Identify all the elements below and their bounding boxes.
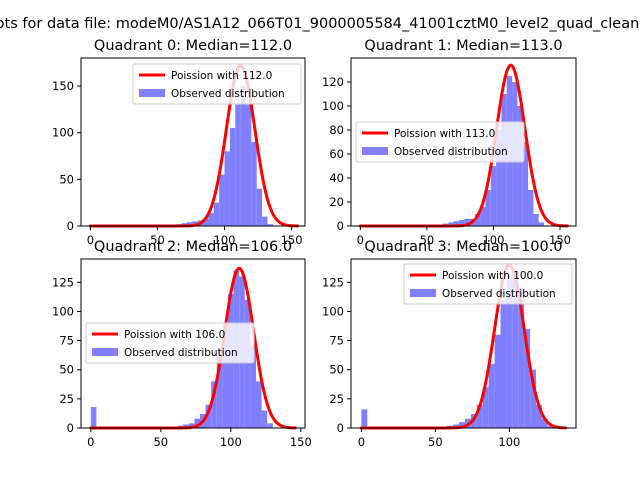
legend-hist-label: Observed distribution bbox=[394, 146, 508, 158]
hist-bar bbox=[251, 142, 256, 226]
y-tick-label: 0 bbox=[67, 219, 74, 233]
hist-bar bbox=[246, 105, 251, 226]
hist-bar bbox=[361, 409, 367, 428]
legend: Poission with 106.0 Observed distribution bbox=[86, 323, 254, 363]
x-tick-label: 100 bbox=[498, 435, 520, 449]
y-tick-label: 100 bbox=[322, 304, 344, 318]
legend-curve-label: Poission with 112.0 bbox=[171, 70, 272, 82]
legend-curve-label: Poission with 113.0 bbox=[394, 128, 495, 140]
hist-bar bbox=[225, 151, 230, 226]
hist-bar bbox=[489, 364, 495, 428]
hist-bar bbox=[230, 128, 235, 226]
legend-hist-label: Observed distribution bbox=[124, 347, 238, 359]
hist-bar bbox=[262, 217, 267, 226]
legend-hist-swatch bbox=[410, 289, 436, 297]
hist-bar bbox=[528, 190, 533, 226]
y-tick-label: 0 bbox=[67, 421, 74, 435]
legend-curve-label: Poission with 100.0 bbox=[442, 270, 543, 282]
y-tick-label: 40 bbox=[329, 171, 344, 185]
figure-suptitle: Plots for data file: modeM0/AS1A12_066T0… bbox=[0, 16, 640, 32]
hist-bar bbox=[219, 175, 224, 226]
y-tick-label: 150 bbox=[52, 79, 74, 93]
hist-bar bbox=[245, 300, 251, 428]
x-tick-label: 0 bbox=[357, 233, 364, 247]
y-tick-label: 100 bbox=[322, 99, 344, 113]
legend: Poission with 100.0 Observed distribution bbox=[404, 264, 572, 304]
y-tick-label: 20 bbox=[329, 195, 344, 209]
y-tick-label: 25 bbox=[329, 392, 344, 406]
panel-0: 0 50 100 150 0 50 100 150 Quadrant 0: Median=112… bbox=[52, 38, 305, 247]
panel-1: 0 50 100 150 0 20 40 60 80 100 120 Quadrant 1: Medi… bbox=[322, 38, 576, 247]
panel-title: Quadrant 0: Median=112.0 bbox=[94, 38, 292, 54]
legend: Poission with 113.0 Observed distribution bbox=[356, 122, 524, 162]
figure: Plots for data file: modeM0/AS1A12_066T0… bbox=[0, 0, 640, 480]
hist-bar bbox=[241, 86, 246, 226]
y-tick-label: 125 bbox=[52, 275, 74, 289]
hist-bar bbox=[267, 423, 273, 428]
legend-hist-label: Observed distribution bbox=[442, 288, 556, 300]
hist-bar bbox=[214, 203, 219, 226]
y-tick-label: 50 bbox=[329, 363, 344, 377]
y-tick-label: 50 bbox=[59, 363, 74, 377]
y-tick-label: 75 bbox=[329, 334, 344, 348]
y-tick-label: 0 bbox=[337, 219, 344, 233]
hist-bar bbox=[491, 166, 496, 226]
legend: Poission with 112.0 Observed distribution bbox=[133, 64, 301, 104]
y-tick-label: 120 bbox=[322, 75, 344, 89]
y-tick-label: 0 bbox=[337, 421, 344, 435]
legend-curve-label: Poission with 106.0 bbox=[124, 329, 225, 341]
x-tick-label: 0 bbox=[87, 435, 94, 449]
y-tick-label: 25 bbox=[59, 392, 74, 406]
legend-hist-swatch bbox=[362, 147, 388, 155]
x-tick-label: 50 bbox=[428, 435, 443, 449]
hist-bar bbox=[257, 189, 262, 226]
y-tick-label: 80 bbox=[329, 123, 344, 137]
x-tick-label: 50 bbox=[153, 435, 168, 449]
legend-hist-label: Observed distribution bbox=[171, 88, 285, 100]
y-tick-label: 50 bbox=[59, 172, 74, 186]
hist-bar bbox=[495, 335, 501, 428]
y-tick-label: 60 bbox=[329, 147, 344, 161]
x-tick-label: 100 bbox=[220, 435, 242, 449]
hist-bar bbox=[533, 214, 538, 226]
panel-title: Quadrant 1: Median=113.0 bbox=[364, 38, 562, 54]
x-tick-label: 150 bbox=[290, 435, 312, 449]
panel-title: Quadrant 3: Median=100.0 bbox=[364, 239, 562, 255]
hist-bar bbox=[256, 381, 262, 428]
hist-bar bbox=[91, 407, 97, 428]
panel-2: 0 50 100 150 0 25 50 75 100 125 Quadrant 2: Median… bbox=[52, 239, 312, 449]
y-tick-label: 100 bbox=[52, 304, 74, 318]
y-tick-label: 125 bbox=[322, 275, 344, 289]
hist-bar bbox=[235, 105, 240, 226]
hist-bar bbox=[262, 411, 268, 428]
legend-hist-swatch bbox=[139, 89, 165, 97]
y-tick-label: 75 bbox=[59, 334, 74, 348]
hist-bar bbox=[501, 300, 507, 428]
legend-hist-swatch bbox=[92, 348, 118, 356]
hist-bar bbox=[539, 222, 544, 226]
y-tick-label: 100 bbox=[52, 126, 74, 140]
x-tick-label: 0 bbox=[358, 435, 365, 449]
panel-3: 0 50 100 0 25 50 75 100 125 Quadrant 3: Median=10… bbox=[322, 239, 576, 449]
panel-title: Quadrant 2: Median=106.0 bbox=[94, 239, 292, 255]
